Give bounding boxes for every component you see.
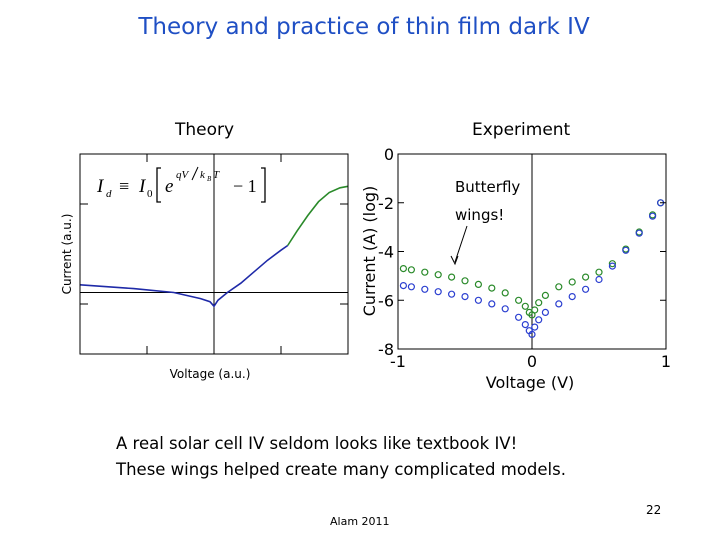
experiment-data-point-0 bbox=[582, 273, 590, 281]
experiment-data-point-0 bbox=[501, 289, 509, 297]
slide-title: Theory and practice of thin film dark IV bbox=[138, 14, 590, 40]
experiment-data-point-1 bbox=[635, 229, 643, 237]
experiment-data-point-0 bbox=[447, 273, 456, 281]
experiment-ytick-label: -8 bbox=[378, 340, 394, 359]
eq-prefactor-symbol: I bbox=[138, 176, 147, 197]
annotation-arrowhead bbox=[450, 255, 459, 266]
experiment-ytick-label: -6 bbox=[378, 291, 394, 310]
eq-lhs-symbol: I bbox=[96, 176, 105, 197]
experiment-xtick-label: 0 bbox=[527, 352, 537, 371]
theory-y-axis-label: Current (a.u.) bbox=[60, 214, 74, 295]
experiment-data-point-1 bbox=[521, 321, 529, 329]
experiment-data-point-0 bbox=[555, 283, 563, 291]
experiment-data-point-1 bbox=[541, 308, 549, 316]
theory-panel-label: Theory bbox=[175, 120, 235, 140]
experiment-data-point-0 bbox=[541, 291, 549, 299]
footer-citation: Alam 2011 bbox=[330, 515, 390, 528]
experiment-data-point-0 bbox=[434, 271, 442, 279]
experiment-data-point-1 bbox=[407, 283, 416, 291]
experiment-data-point-1 bbox=[434, 288, 442, 296]
body-text-line-2: These wings helped create many complicat… bbox=[116, 460, 566, 479]
eq-prefactor-subscript: 0 bbox=[147, 188, 153, 200]
body-text-line-1: A real solar cell IV seldom looks like t… bbox=[116, 434, 518, 453]
eq-exponent-denominator-tail: T bbox=[213, 169, 220, 181]
eq-exponent-denominator-subscript: B bbox=[207, 175, 212, 183]
experiment-data-point-1 bbox=[488, 300, 496, 308]
theory-x-axis-label: Voltage (a.u.) bbox=[170, 367, 251, 381]
theory-chart: I d ≡ I 0 e qV k B T − 1 Voltage (a.u.) … bbox=[60, 153, 349, 381]
experiment-data-point-0 bbox=[474, 280, 483, 288]
experiment-data-point-1 bbox=[555, 300, 563, 308]
experiment-data-point-1 bbox=[474, 296, 483, 304]
butterfly-annotation-line1: Butterfly bbox=[455, 178, 520, 196]
experiment-data-point-1 bbox=[399, 282, 408, 290]
experiment-data-point-0 bbox=[421, 268, 429, 276]
theory-series-line-0 bbox=[79, 244, 289, 308]
eq-right-bracket bbox=[261, 167, 266, 203]
experiment-data-point-0 bbox=[515, 296, 523, 304]
eq-lhs-subscript: d bbox=[106, 188, 112, 200]
experiment-x-axis-label: Voltage (V) bbox=[486, 373, 575, 392]
experiment-panel-label: Experiment bbox=[472, 120, 571, 140]
slide-number: 22 bbox=[646, 503, 662, 517]
experiment-ytick-label: -4 bbox=[378, 243, 394, 262]
experiment-xtick-label: -1 bbox=[390, 352, 406, 371]
experiment-data-point-0 bbox=[568, 278, 576, 286]
experiment-data-point-0 bbox=[461, 277, 469, 285]
experiment-data-point-1 bbox=[447, 290, 456, 298]
experiment-data-point-1 bbox=[595, 275, 603, 284]
experiment-data-point-1 bbox=[535, 316, 543, 324]
eq-relation: ≡ bbox=[119, 176, 129, 196]
theory-series-line-1 bbox=[287, 185, 349, 246]
experiment-data-point-1 bbox=[528, 330, 536, 338]
experiment-data-point-0 bbox=[521, 302, 529, 310]
eq-exponent-numerator: qV bbox=[176, 169, 190, 181]
eq-exponent-denominator-symbol: k bbox=[200, 169, 206, 181]
experiment-data-point-0 bbox=[407, 266, 416, 274]
experiment-data-point-0 bbox=[488, 284, 496, 292]
experiment-data-point-0 bbox=[535, 299, 543, 307]
experiment-data-point-0 bbox=[399, 265, 408, 273]
experiment-y-axis-label: Current (A) (log) bbox=[360, 186, 379, 317]
annotation-arrow bbox=[454, 225, 468, 263]
eq-exponent-slash bbox=[191, 166, 199, 181]
experiment-data-point-1 bbox=[501, 305, 509, 313]
experiment-data-point-1 bbox=[421, 285, 429, 293]
experiment-data-point-1 bbox=[622, 246, 630, 254]
experiment-data-point-1 bbox=[531, 323, 539, 331]
experiment-data-point-1 bbox=[568, 293, 576, 301]
experiment-data-point-0 bbox=[531, 306, 539, 314]
butterfly-annotation-line2: wings! bbox=[455, 206, 504, 224]
experiment-ytick-label: 0 bbox=[384, 145, 394, 164]
diode-equation: I d ≡ I 0 e qV k B T − 1 bbox=[96, 166, 266, 203]
experiment-ytick-label: -2 bbox=[378, 194, 394, 213]
experiment-data-point-0 bbox=[608, 260, 616, 268]
experiment-data-point-1 bbox=[515, 313, 523, 321]
experiment-data-point-0 bbox=[595, 268, 603, 276]
eq-exp-base: e bbox=[165, 176, 173, 197]
theory-plot-frame bbox=[79, 153, 349, 355]
experiment-chart: 0 -2 -4 -6 -8-1 0 1 Voltage (V) Current (A) (l… bbox=[360, 145, 671, 392]
experiment-data-point-1 bbox=[608, 262, 616, 270]
experiment-data-point-1 bbox=[461, 293, 469, 301]
experiment-xtick-label: 1 bbox=[661, 352, 671, 371]
experiment-data-point-1 bbox=[649, 212, 657, 220]
eq-minus-term: − 1 bbox=[233, 176, 257, 196]
eq-left-bracket bbox=[156, 167, 161, 203]
experiment-data-point-1 bbox=[582, 285, 590, 293]
